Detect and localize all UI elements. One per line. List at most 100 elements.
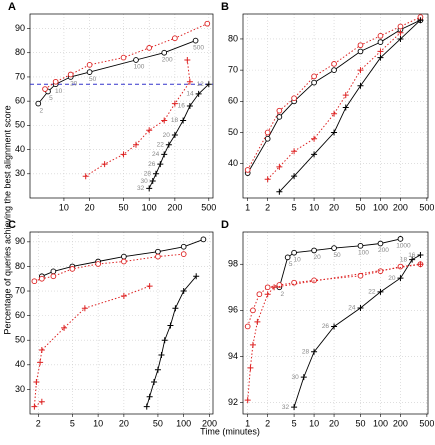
point — [205, 81, 212, 88]
series-line — [34, 253, 184, 282]
point — [397, 23, 404, 30]
point-label: 26 — [322, 323, 330, 330]
point — [120, 292, 127, 299]
point — [167, 322, 174, 329]
point — [357, 242, 364, 249]
point-label: 20 — [163, 132, 171, 139]
point — [37, 359, 44, 366]
point — [244, 167, 251, 173]
y-tick-label: 60 — [15, 96, 25, 106]
point — [67, 71, 74, 78]
series-line — [148, 83, 210, 189]
point-label: 50 — [333, 252, 341, 259]
point — [417, 252, 424, 259]
point — [331, 110, 338, 117]
point — [186, 103, 193, 109]
point — [377, 268, 384, 275]
point — [276, 188, 283, 195]
point — [276, 114, 283, 120]
y-tick-label: 92 — [228, 397, 238, 407]
x-tick-label: 200 — [167, 202, 182, 212]
point-label: 18 — [400, 256, 408, 263]
point-label: 18 — [171, 117, 179, 124]
x-tick-label: 10 — [93, 418, 103, 428]
x-tick-label: 100 — [373, 202, 388, 212]
point-label: 2 — [281, 291, 285, 298]
y-tick-label: 50 — [15, 120, 25, 130]
x-tick-label: 500 — [419, 418, 434, 428]
point-label: 5 — [289, 261, 293, 268]
point — [357, 48, 364, 55]
point-label: 200 — [378, 247, 389, 254]
x-tick-label: 20 — [329, 418, 339, 428]
point — [161, 117, 168, 124]
series-line — [247, 263, 421, 327]
point — [311, 73, 317, 80]
point — [357, 272, 364, 279]
point — [120, 54, 127, 61]
point — [357, 305, 364, 312]
point — [50, 268, 57, 275]
point — [291, 148, 298, 155]
point — [331, 323, 338, 330]
x-tick-label: 1 — [245, 202, 250, 212]
point — [161, 49, 168, 56]
point — [331, 61, 337, 67]
point — [311, 79, 317, 86]
point-label: 16 — [408, 252, 416, 259]
y-tick-label: 94 — [228, 351, 238, 361]
panel-title: C — [8, 219, 16, 231]
point — [331, 245, 337, 251]
point — [171, 132, 178, 139]
point — [35, 100, 42, 107]
point — [377, 240, 384, 247]
series-line — [247, 19, 421, 174]
x-tick-label: 2 — [265, 418, 270, 428]
point — [146, 45, 153, 51]
point — [311, 277, 317, 284]
point — [165, 141, 172, 148]
y-tick-label: 60 — [15, 310, 25, 320]
point — [291, 404, 298, 411]
point — [342, 92, 349, 99]
point-label: 2 — [39, 107, 43, 114]
point-label: 100 — [358, 250, 369, 257]
point — [31, 403, 38, 410]
point-label: 100 — [134, 64, 145, 71]
point — [244, 397, 251, 404]
point-label: 24 — [152, 151, 160, 158]
point-label: 10 — [293, 256, 301, 263]
x-tick-label: 50 — [119, 202, 129, 212]
x-tick-label: 5 — [292, 202, 297, 212]
y-tick-label: 80 — [228, 33, 238, 43]
x-tick-label: 500 — [419, 202, 434, 212]
point — [69, 266, 76, 272]
point — [158, 351, 165, 358]
point — [155, 253, 161, 260]
point — [180, 288, 187, 295]
point — [417, 261, 424, 268]
point — [300, 374, 307, 381]
point — [146, 283, 153, 290]
point — [146, 127, 153, 134]
point — [342, 104, 349, 111]
point — [38, 398, 45, 405]
point — [331, 67, 337, 73]
point — [254, 318, 261, 325]
x-tick-label: 10 — [309, 418, 319, 428]
point — [184, 57, 191, 63]
x-tick-label: 200 — [202, 418, 217, 428]
point — [276, 163, 283, 170]
point — [195, 90, 202, 97]
plot-frame — [242, 231, 429, 415]
x-tick-label: 1 — [245, 418, 250, 428]
point — [276, 107, 283, 114]
point — [357, 42, 364, 49]
point — [264, 284, 271, 291]
series-line — [41, 238, 204, 277]
y-axis-label: Percentage of queries achieving the best… — [2, 105, 12, 334]
point — [146, 393, 153, 400]
x-tick-label: 2 — [265, 202, 270, 212]
point — [291, 279, 297, 286]
